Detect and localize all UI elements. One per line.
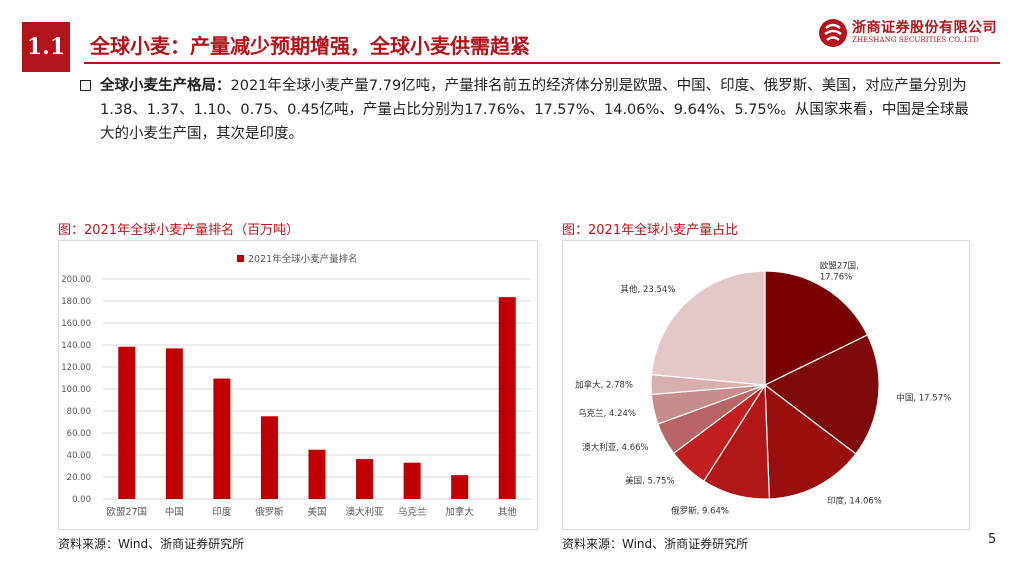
y-tick-label: 180.00 [61,297,91,307]
x-category-label: 澳大利亚 [346,506,385,518]
y-tick-label: 120.00 [61,363,91,373]
bar [498,297,516,499]
x-category-label: 印度 [212,506,232,518]
pie-chart-frame: 欧盟27国, 17.76% 中国, 17.57% 印度, 14.06% 俄罗斯, 9.6… [562,240,970,530]
bullet-body: 2021年全球小麦产量7.79亿吨，产量排名前五的经济体分别是欧盟、中国、印度、… [100,78,969,142]
title-divider [84,62,1000,64]
pie-slice-label: 澳大利亚, 4.66% [582,442,648,453]
y-tick-label: 0.00 [72,495,91,505]
bar-chart-source: 资料来源：Wind、浙商证券研究所 [58,537,245,551]
pie-chart-source: 资料来源：Wind、浙商证券研究所 [562,537,749,551]
pie-slice [650,270,766,386]
x-category-label: 乌克兰 [398,506,427,518]
pie-chart: 欧盟27国, 17.76% 中国, 17.57% 印度, 14.06% 俄罗斯, 9.6… [575,261,951,517]
bar-chart-frame: 2021年全球小麦产量排名 0.00 20.00 40.00 60.00 80.00 100… [58,240,538,530]
bullet-paragraph: 全球小麦生产格局：2021年全球小麦产量7.79亿吨，产量排名前五的经济体分别是… [100,74,980,146]
y-tick-label: 60.00 [67,429,91,439]
y-tick-label: 40.00 [67,451,91,461]
bar [118,346,136,499]
y-tick-label: 20.00 [67,473,91,483]
legend-label: 2021年全球小麦产量排名 [248,253,358,265]
y-tick-label: 140.00 [61,341,91,351]
section-number-badge: 1.1 [22,22,70,72]
pie-slice [764,383,857,500]
pie-slice-label: 印度, 14.06% [827,495,882,506]
x-category-label: 美国 [307,506,326,518]
page-title: 全球小麦：产量减少预期增强，全球小麦供需趋紧 [90,34,530,58]
pie-slice [763,334,880,455]
logo-name-en: ZHESHANG SECURITIES CO.,LTD [852,36,979,44]
zheshang-logo-icon [819,19,847,47]
page-number: 5 [988,532,997,547]
y-tick-label: 100.00 [61,385,91,395]
bullet-heading: 全球小麦生产格局： [100,78,231,94]
pie-slice-label: 美国, 5.75% [625,475,674,486]
bar [308,449,326,499]
y-tick-label: 160.00 [61,319,91,329]
pie-slice-label: 欧盟27国, 17.76% [820,261,859,283]
pie-slice-label: 其他, 23.54% [621,284,676,295]
bar-chart: 2021年全球小麦产量排名 0.00 20.00 40.00 60.00 80.00 100… [61,253,531,518]
pie-slice-label: 中国, 17.57% [896,393,951,404]
legend-swatch [237,255,244,262]
bar [451,475,469,499]
pie-slice-label: 俄罗斯, 9.64% [671,505,729,516]
bar [260,416,278,499]
bar [165,348,183,499]
bar [213,378,231,499]
logo-name-cn: 浙商证券股份有限公司 [852,20,997,36]
bar [403,462,421,499]
x-category-label: 其他 [498,506,518,518]
pie-slice-label: 乌克兰, 4.24% [578,408,636,419]
x-category-label: 俄罗斯 [255,506,284,518]
bullet-square-icon [80,80,91,91]
y-tick-label: 200.00 [61,275,91,285]
pie-chart-title: 图：2021年全球小麦产量占比 [562,223,739,238]
bar [356,459,374,499]
x-category-label: 中国 [165,506,184,518]
x-category-label: 欧盟27国 [106,506,147,518]
y-tick-label: 80.00 [67,407,91,417]
pie-slice [764,270,869,386]
x-category-label: 加拿大 [445,506,474,518]
pie-slice-label: 加拿大, 2.78% [575,379,633,390]
company-logo: 浙商证券股份有限公司 ZHESHANG SECURITIES CO.,LTD [818,16,1004,50]
bar-chart-title: 图：2021年全球小麦产量排名（百万吨） [58,223,300,238]
